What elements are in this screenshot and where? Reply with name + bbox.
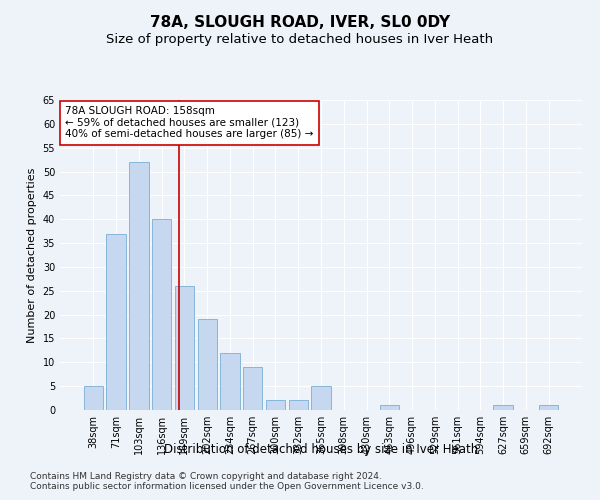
Y-axis label: Number of detached properties: Number of detached properties	[27, 168, 37, 342]
Text: 78A SLOUGH ROAD: 158sqm
← 59% of detached houses are smaller (123)
40% of semi-d: 78A SLOUGH ROAD: 158sqm ← 59% of detache…	[65, 106, 314, 140]
Bar	[493, 405, 513, 410]
Bar	[289, 400, 308, 410]
Bar	[84, 386, 103, 410]
Text: Distribution of detached houses by size in Iver Heath: Distribution of detached houses by size …	[164, 442, 478, 456]
Text: Contains HM Land Registry data © Crown copyright and database right 2024.: Contains HM Land Registry data © Crown c…	[30, 472, 382, 481]
Bar	[175, 286, 194, 410]
Text: Size of property relative to detached houses in Iver Heath: Size of property relative to detached ho…	[106, 32, 494, 46]
Bar	[243, 367, 262, 410]
Text: Contains public sector information licensed under the Open Government Licence v3: Contains public sector information licen…	[30, 482, 424, 491]
Bar	[539, 405, 558, 410]
Bar	[220, 353, 239, 410]
Bar	[197, 320, 217, 410]
Bar	[266, 400, 285, 410]
Bar	[106, 234, 126, 410]
Bar	[152, 219, 172, 410]
Bar	[311, 386, 331, 410]
Text: 78A, SLOUGH ROAD, IVER, SL0 0DY: 78A, SLOUGH ROAD, IVER, SL0 0DY	[150, 15, 450, 30]
Bar	[380, 405, 399, 410]
Bar	[129, 162, 149, 410]
